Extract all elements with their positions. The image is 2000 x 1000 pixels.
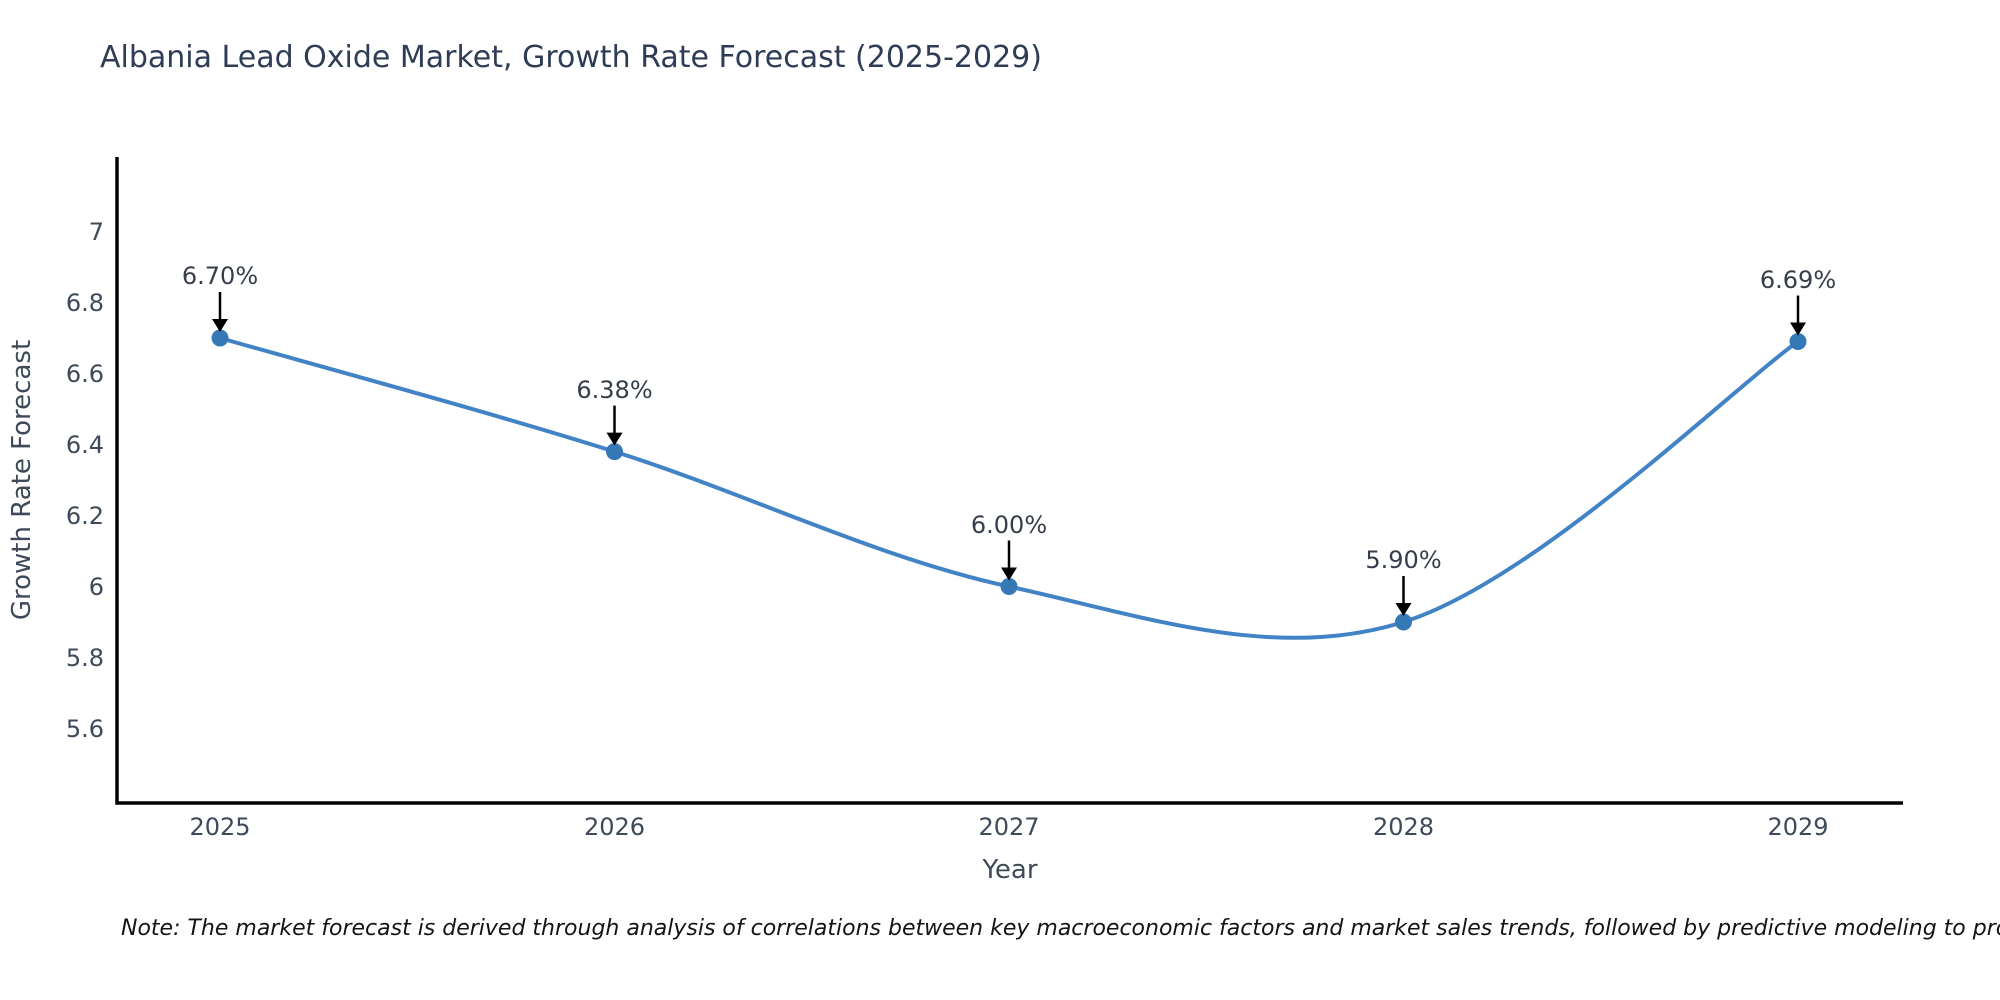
chart-title: Albania Lead Oxide Market, Growth Rate F… (100, 40, 1042, 75)
data-point-marker (1000, 578, 1018, 595)
annotation-arrow-head (212, 319, 228, 332)
annotation-arrow-head (1395, 603, 1412, 616)
data-point-marker (1395, 613, 1412, 631)
data-point-marker (606, 443, 623, 461)
annotation-arrow-head (606, 432, 623, 446)
annotation-arrow-head (1790, 322, 1806, 336)
chart-footnote: Note: The market forecast is derived thr… (121, 916, 2000, 941)
y-axis-title: Growth Rate Forecast (7, 339, 37, 621)
data-point-marker (211, 329, 229, 347)
axis-lines (115, 157, 1903, 805)
annotation-arrow-head (1001, 567, 1017, 581)
x-axis-title: Year (982, 855, 1038, 885)
data-point-marker (1789, 333, 1807, 351)
